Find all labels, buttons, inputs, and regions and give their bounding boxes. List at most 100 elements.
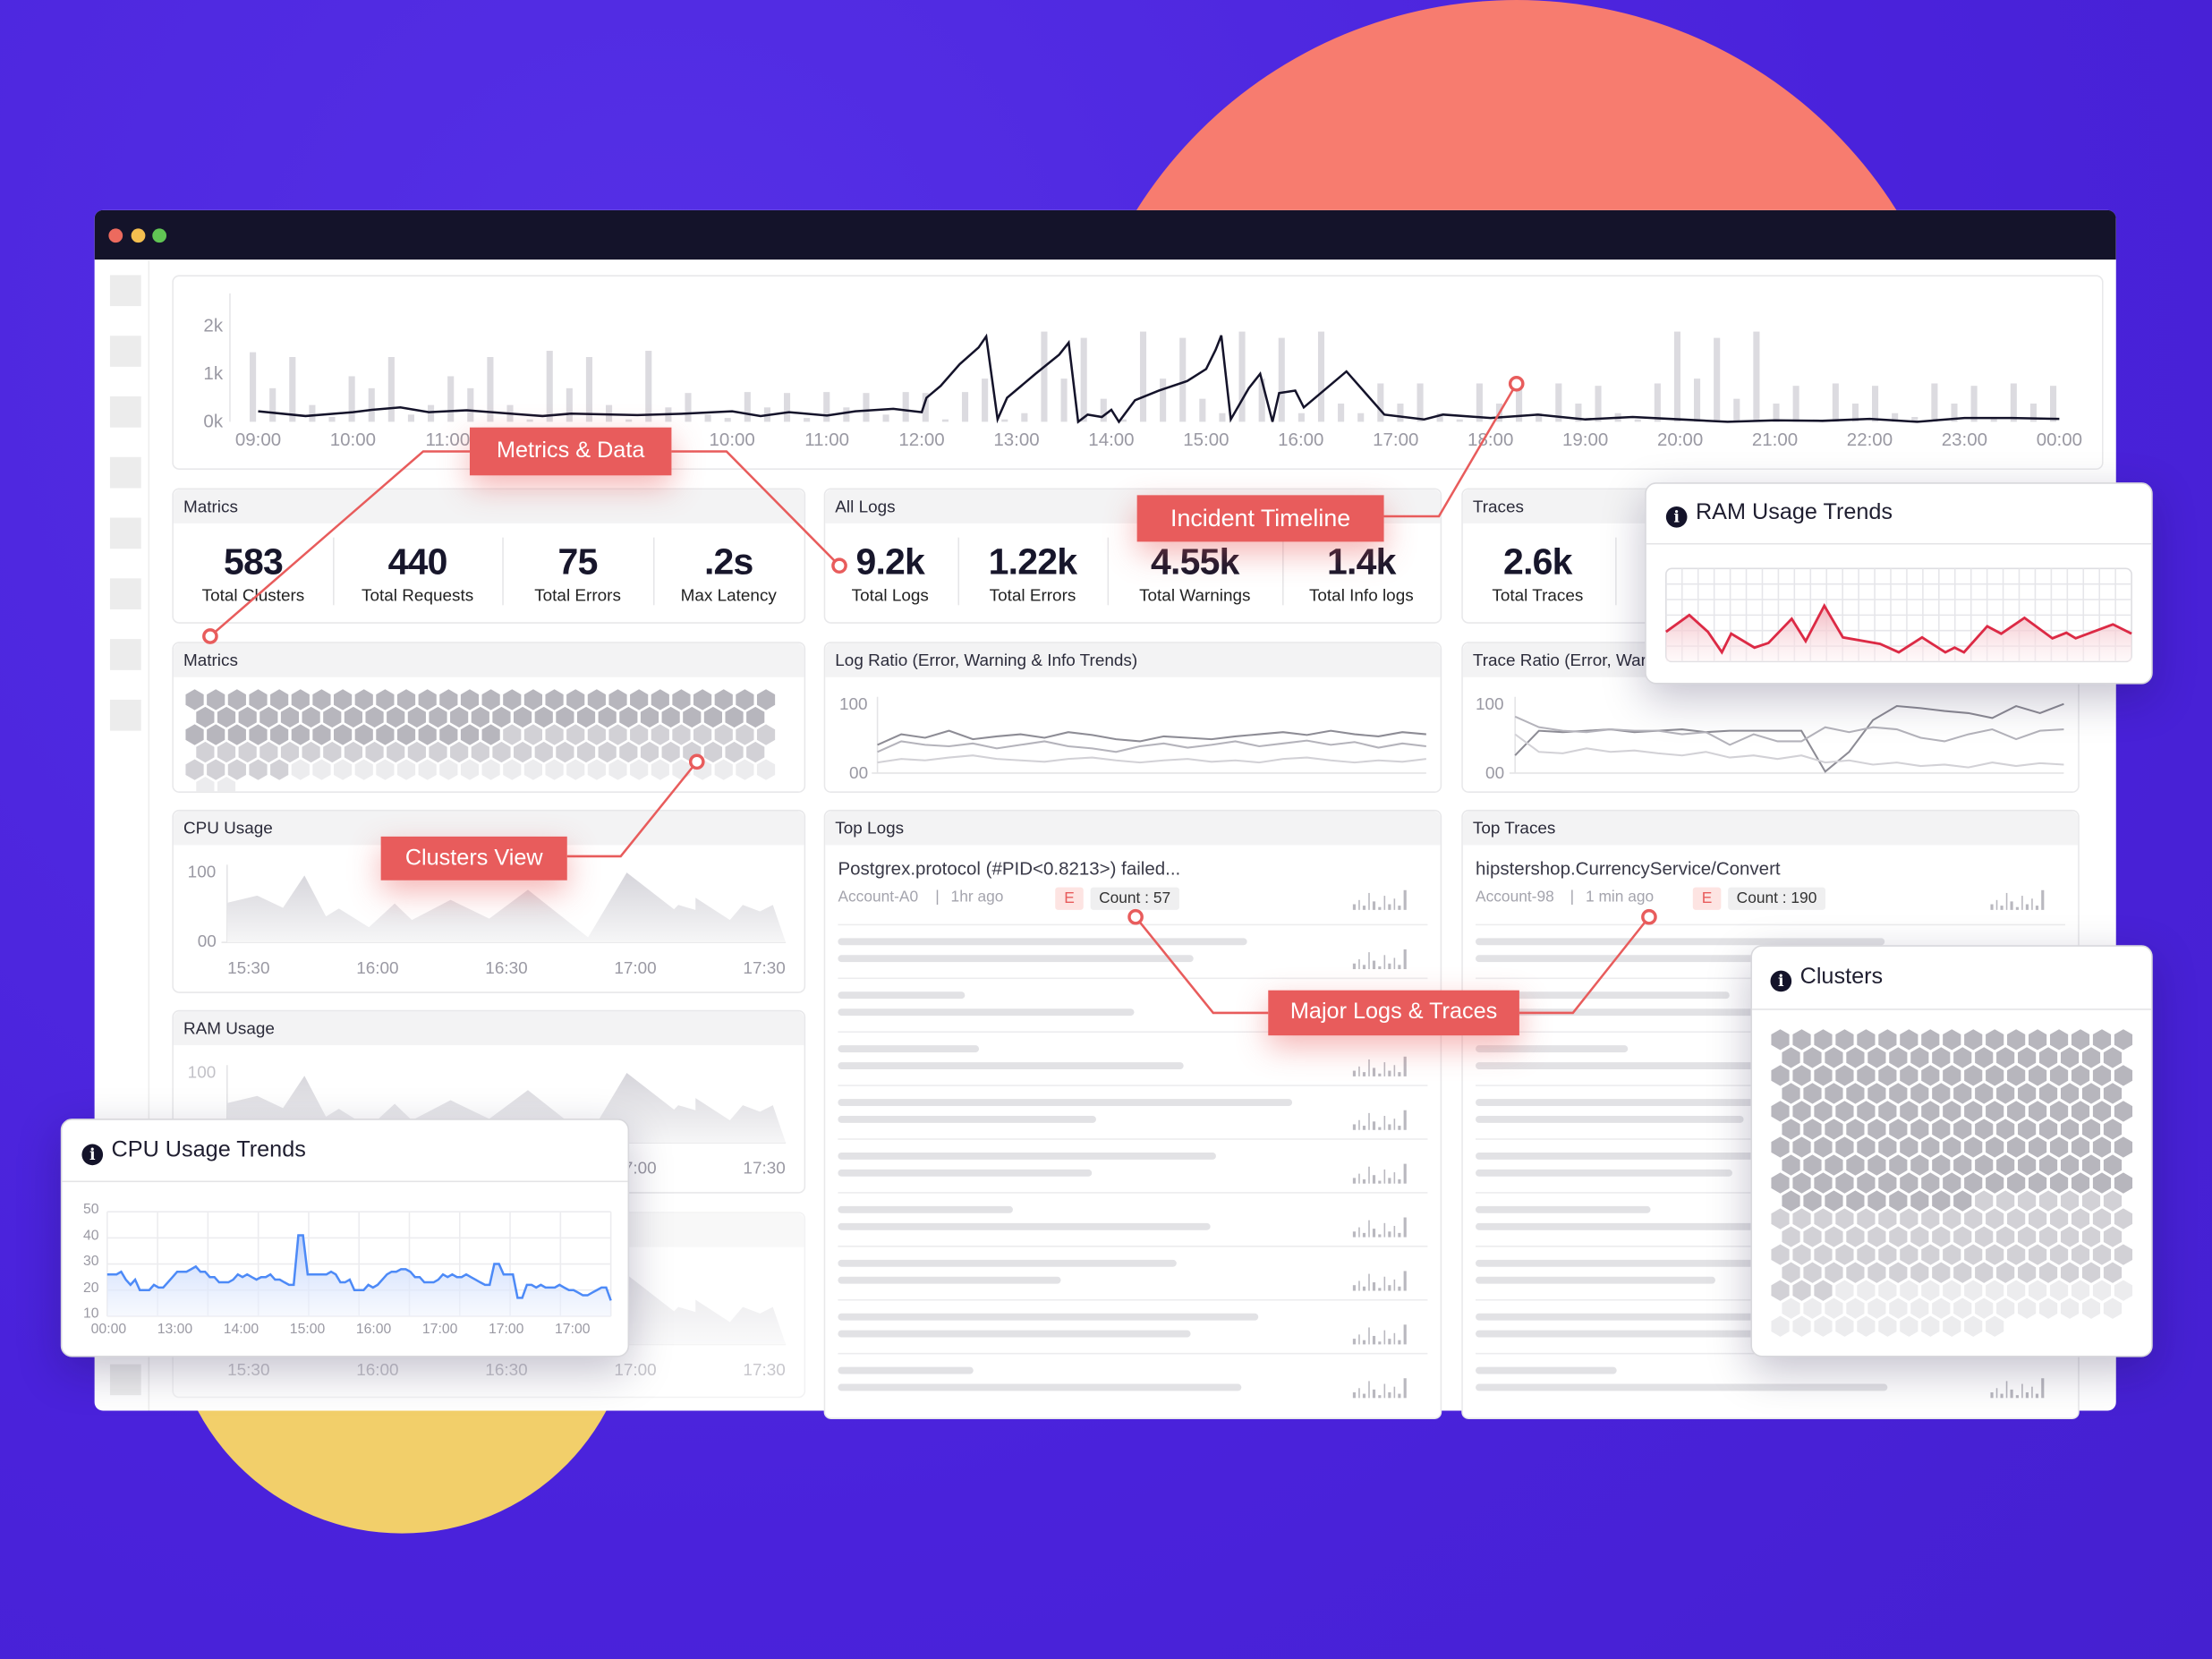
cluster-hex: [1814, 1101, 1833, 1122]
skeleton-line: [1476, 1366, 1617, 1374]
bar: [1951, 404, 1958, 422]
cluster-hex: [2092, 1208, 2112, 1229]
bar: [1990, 417, 1997, 422]
cluster-hex: [2038, 1190, 2058, 1212]
cluster-hex: [1943, 1101, 1961, 1122]
mini-bar-chart-bar: [1382, 1330, 1386, 1345]
cluster-hex: [756, 724, 776, 745]
mini-bar-chart-bar: [1378, 1127, 1381, 1130]
cluster-hex: [1986, 1065, 2004, 1086]
cluster-hex: [619, 741, 638, 763]
info-icon[interactable]: i: [1770, 970, 1792, 992]
cluster-hex: [323, 706, 342, 728]
stat-total-traces: 2.6k Total Traces: [1463, 540, 1612, 606]
cluster-hex: [523, 759, 543, 780]
popup-header: i Clusters: [1752, 947, 2152, 1010]
cluster-hex: [2049, 1208, 2069, 1229]
skeleton-line: [1476, 1383, 1888, 1391]
cpu-line: [106, 1234, 612, 1301]
cluster-hex: [2049, 1101, 2069, 1122]
x-tick: 17:30: [743, 1359, 786, 1380]
skeleton-line: [1476, 1313, 1896, 1321]
cluster-hex: [1835, 1065, 1854, 1086]
cluster-hex: [1900, 1280, 1918, 1301]
skeleton-line: [1476, 1222, 1859, 1230]
sidebar-item-placeholder: [109, 396, 141, 428]
cluster-hex: [1921, 1029, 1940, 1051]
cluster-hex: [1975, 1226, 1994, 1247]
cluster-hex: [227, 689, 246, 710]
error-badge: E: [1692, 887, 1722, 910]
x-tick: 16:00: [1278, 429, 1324, 450]
trace-item-title[interactable]: hipstershop.CurrencyService/Convert: [1476, 857, 1781, 880]
mini-bar-chart-bar: [2000, 1393, 2004, 1399]
cluster-hex: [1878, 1029, 1897, 1051]
cluster-hex: [725, 741, 744, 763]
x-tick: 16:00: [356, 1359, 399, 1380]
cluster-hex: [1900, 1172, 1918, 1194]
cluster-hex: [1878, 1315, 1897, 1337]
y-tick: 20: [83, 1280, 99, 1297]
close-window-button[interactable]: [108, 228, 123, 243]
bar: [1694, 379, 1701, 422]
cluster-hex: [576, 741, 596, 763]
cluster-hex: [2103, 1190, 2123, 1212]
x-tick: 15:30: [227, 1359, 270, 1380]
cluster-hex: [587, 724, 606, 745]
cluster-hex: [1814, 1280, 1833, 1301]
cluster-hex: [2018, 1154, 2037, 1176]
cluster-hex: [1878, 1280, 1897, 1301]
bar: [863, 393, 870, 422]
mini-bar-chart-bar: [1393, 1225, 1396, 1238]
clusters-hex-grid: [1771, 1029, 2133, 1337]
popup-title: RAM Usage Trends: [1695, 500, 1893, 525]
cluster-hex: [756, 759, 776, 780]
stat-label: Total Warnings: [1139, 585, 1251, 606]
cluster-hex: [1792, 1029, 1811, 1051]
cluster-hex: [207, 724, 225, 745]
cluster-hex: [2049, 1136, 2069, 1158]
cluster-hex: [387, 706, 405, 728]
cluster-hex: [756, 689, 776, 710]
stat-label: Total Traces: [1492, 585, 1584, 606]
mini-bar-chart-bar: [1367, 1273, 1371, 1291]
cluster-hex: [365, 741, 384, 763]
cluster-hex: [1953, 1190, 1972, 1212]
top-logs-title: Top Logs: [825, 811, 1441, 846]
mini-bar-chart-bar: [1393, 1279, 1396, 1291]
cluster-hex: [2103, 1047, 2123, 1068]
info-icon[interactable]: i: [1665, 506, 1688, 528]
cluster-hex: [1857, 1280, 1876, 1301]
x-tick: 00:00: [2036, 429, 2083, 450]
x-tick: 17:00: [555, 1322, 591, 1338]
cluster-hex: [407, 741, 426, 763]
area-fill: [1665, 605, 2132, 662]
cluster-hex: [1889, 1262, 1908, 1283]
cluster-hex: [429, 706, 447, 728]
x-tick: 15:30: [227, 957, 270, 978]
cluster-hex: [1975, 1047, 1994, 1068]
bar: [309, 404, 316, 422]
skeleton-line: [838, 1062, 1184, 1069]
mini-bar-chart-bar: [1378, 906, 1381, 910]
mini-bar-chart-bar: [1363, 1072, 1365, 1076]
minimize-window-button[interactable]: [131, 228, 146, 243]
stat-total-errors: 1.22k Total Errors: [957, 540, 1107, 606]
cluster-hex: [2071, 1029, 2090, 1051]
cluster-hex: [598, 741, 617, 763]
cluster-hex: [1889, 1083, 1908, 1104]
skeleton-line: [838, 1008, 1135, 1017]
cluster-hex: [1771, 1136, 1790, 1158]
x-tick: 11:00: [425, 429, 471, 450]
mini-bar-chart-bar: [1373, 960, 1376, 970]
cluster-hex: [2114, 1280, 2133, 1301]
bar: [961, 392, 969, 422]
cluster-hex: [608, 759, 627, 780]
log-item-title[interactable]: Postgrex.protocol (#PID<0.8213>) failed.…: [838, 857, 1181, 880]
cluster-hex: [2007, 1065, 2026, 1086]
mini-bar-chart-bar: [1382, 1169, 1386, 1184]
info-icon[interactable]: i: [81, 1144, 104, 1166]
cluster-hex: [2018, 1119, 2037, 1140]
maximize-window-button[interactable]: [152, 228, 167, 243]
cluster-hex: [1986, 1244, 2004, 1265]
